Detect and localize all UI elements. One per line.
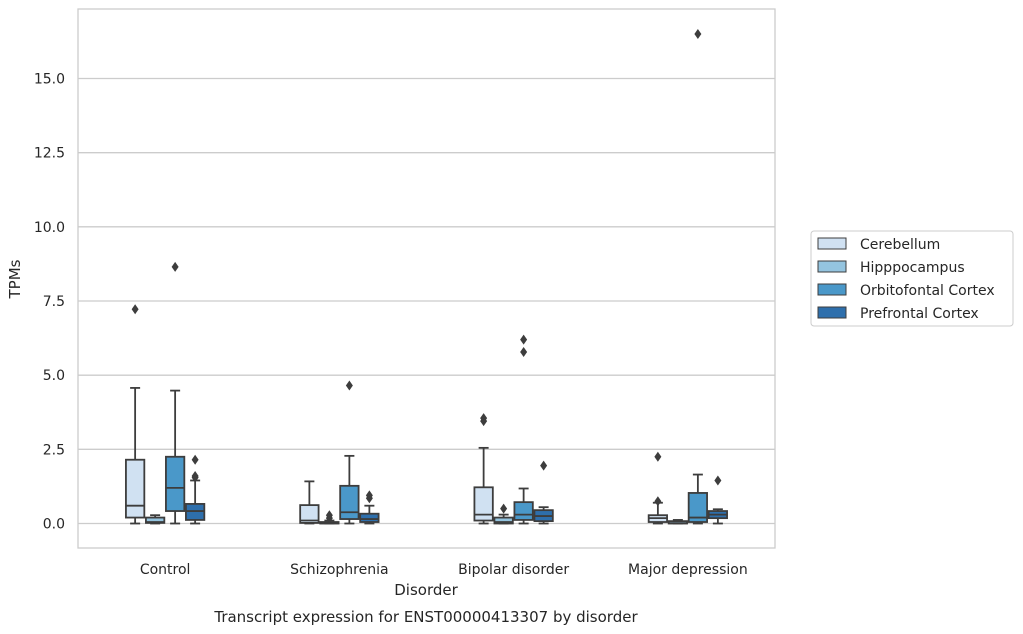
outlier-point — [131, 304, 139, 315]
box — [185, 454, 206, 525]
legend-frame — [810, 230, 1014, 327]
box-iqr — [299, 504, 320, 524]
legend-label: Hipppocampus — [860, 260, 965, 276]
plot-frame — [77, 8, 776, 549]
outlier-point — [714, 475, 722, 486]
box — [533, 460, 554, 525]
box — [667, 519, 688, 525]
legend-label: Cerebellum — [860, 237, 940, 253]
box — [319, 510, 340, 525]
outlier-point — [191, 454, 199, 465]
box — [687, 29, 708, 525]
legend-swatch — [817, 283, 847, 296]
box — [359, 490, 380, 525]
y-axis-label: TPMs — [6, 259, 24, 299]
box — [339, 380, 360, 525]
legend-label: Orbitofontal Cortex — [860, 283, 995, 299]
y-tick-label: 12.5 — [34, 146, 65, 162]
x-tick-label: Major depression — [628, 562, 748, 578]
box-plot-series — [125, 29, 728, 525]
outlier-point — [500, 503, 508, 514]
box-iqr — [339, 484, 360, 520]
box-iqr — [513, 501, 534, 521]
x-tick-label: Control — [140, 562, 191, 578]
outlier-point — [345, 380, 353, 391]
outlier-point — [694, 29, 702, 39]
outlier-point — [540, 460, 548, 471]
y-tick-label: 7.5 — [43, 294, 65, 310]
box — [707, 475, 728, 525]
box — [165, 261, 186, 525]
box-iqr — [125, 458, 146, 519]
outlier-point — [654, 496, 662, 507]
outlier-point — [654, 451, 662, 462]
box — [299, 480, 320, 525]
y-tick-label: 15.0 — [34, 72, 65, 88]
outlier-point — [520, 347, 528, 358]
legend-label: Prefrontal Cortex — [860, 306, 979, 322]
y-tick-label: 10.0 — [34, 220, 65, 236]
outlier-point — [480, 413, 488, 424]
chart-title: Transcript expression for ENST0000041330… — [213, 608, 638, 626]
y-tick-labels: 0.0 2.5 5.0 7.5 10.0 12.5 15.0 — [34, 72, 65, 533]
outlier-point — [365, 490, 373, 501]
box-iqr — [165, 455, 186, 512]
grid-lines — [78, 77, 775, 525]
box — [493, 503, 514, 525]
x-axis-label: Disorder — [394, 581, 458, 599]
box — [145, 514, 166, 525]
outlier-point — [520, 334, 528, 345]
legend-swatch — [817, 260, 847, 273]
box-iqr — [473, 486, 494, 522]
x-tick-label: Bipolar disorder — [458, 562, 569, 578]
box-iqr — [359, 512, 380, 523]
legend-swatch — [817, 306, 847, 319]
box — [125, 304, 146, 525]
outlier-point — [171, 261, 179, 272]
box — [473, 413, 494, 525]
outlier-point — [191, 471, 199, 482]
y-tick-label: 5.0 — [43, 368, 65, 384]
legend-swatch — [817, 237, 847, 250]
x-tick-labels: Control Schizophrenia Bipolar disorder Majo… — [140, 562, 748, 578]
y-tick-label: 0.0 — [43, 517, 65, 533]
legend: Cerebellum Hipppocampus Orbitofontal Corte… — [810, 230, 1014, 327]
box-iqr — [493, 516, 514, 525]
box — [513, 334, 534, 525]
box — [647, 451, 668, 525]
box-iqr — [687, 492, 708, 523]
x-tick-label: Schizophrenia — [290, 562, 388, 578]
y-tick-label: 2.5 — [43, 442, 65, 458]
outlier-point — [325, 510, 333, 521]
